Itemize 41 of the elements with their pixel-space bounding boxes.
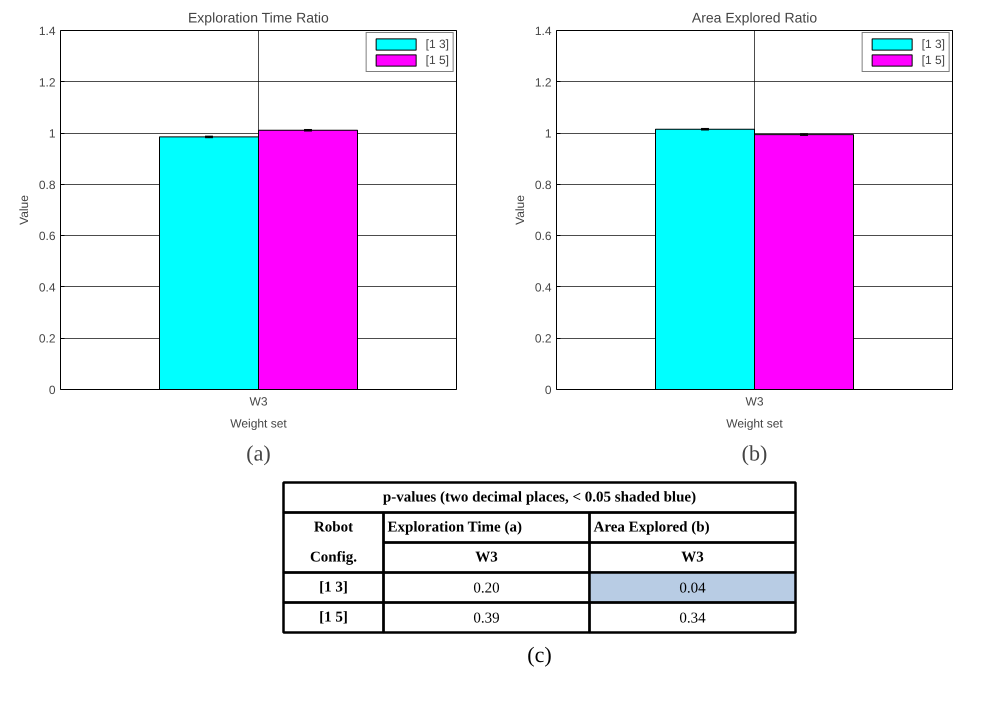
- x-axis-title: Weight set: [230, 416, 288, 430]
- category-label: [1 3]: [319, 580, 348, 596]
- legend-label: [1 3]: [426, 37, 449, 51]
- y-axis-title: Value: [512, 194, 527, 225]
- text: 0.20: [473, 580, 500, 596]
- y-tick-label: 1.2: [38, 75, 56, 90]
- y-tick-label: 0.6: [534, 229, 552, 244]
- text: (a): [246, 440, 271, 466]
- y-tick-label: 0.2: [534, 332, 552, 346]
- y-tick-label: 0.6: [38, 229, 56, 244]
- text: W3: [681, 550, 704, 566]
- text: 0.34: [679, 610, 706, 626]
- chart-title: Area Explored Ratio: [692, 10, 818, 26]
- y-tick-label: 1: [544, 126, 552, 141]
- y-tick-label: 0: [48, 383, 56, 397]
- text: (c): [527, 642, 552, 667]
- y-tick-label: 1: [48, 126, 56, 141]
- category-label: Area Explored (b): [594, 520, 710, 536]
- y-tick-label: 1.4: [38, 24, 56, 38]
- y-tick-label: 0.2: [38, 332, 56, 346]
- text: Robot Config.: [310, 520, 358, 566]
- y-tick-label: 0.4: [534, 280, 552, 294]
- y-tick-label: 1.4: [534, 24, 552, 38]
- chart-title: Exploration Time Ratio: [188, 10, 330, 26]
- y-tick-label: 0.4: [38, 280, 56, 294]
- y-tick-label: 0.8: [38, 178, 56, 192]
- y-tick-label: 0.8: [534, 178, 552, 192]
- legend-label: [1 5]: [426, 53, 449, 67]
- text: (b): [742, 440, 768, 466]
- category-label: Exploration Time (a): [388, 520, 522, 536]
- legend-label: [1 5]: [922, 53, 945, 67]
- text: p-values (two decimal places, < 0.05 shaded blue): [382, 490, 696, 506]
- category-label: [1 5]: [319, 610, 348, 626]
- legend-label: [1 3]: [922, 37, 945, 51]
- y-tick-label: 1.2: [534, 75, 552, 90]
- text: 0.39: [473, 610, 500, 626]
- text: 0.04: [679, 580, 706, 596]
- x-axis-title: Weight set: [726, 416, 784, 430]
- text: W3: [475, 550, 498, 566]
- y-tick-label: 0: [544, 383, 552, 397]
- y-axis-title: Value: [16, 194, 31, 225]
